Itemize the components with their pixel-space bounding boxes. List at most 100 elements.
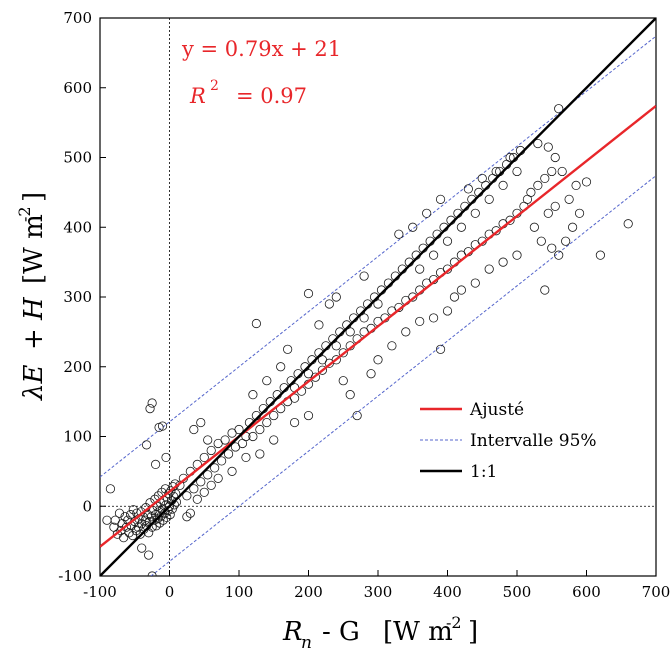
scatter-point [324, 299, 334, 309]
one-to-one-line [100, 18, 656, 576]
x-axis-title-units: [W m [383, 617, 453, 647]
scatter-point [547, 243, 557, 253]
x-tick-label: 200 [294, 583, 323, 601]
y-axis-title-lambda: λE [19, 365, 49, 401]
scatter-point [428, 250, 439, 260]
x-tick-label: 500 [503, 583, 532, 601]
zero-reference-lines [100, 18, 656, 576]
y-tick-label: 300 [63, 288, 92, 306]
equation-annotation: y = 0.79x + 21 [181, 37, 341, 61]
legend-label-fit: Ajusté [469, 400, 524, 420]
y-axis-title-plus: + [19, 328, 49, 350]
scatter-point [359, 271, 369, 281]
scatter-point [128, 530, 138, 541]
scatter-point [303, 288, 314, 299]
scatter-point [151, 459, 161, 469]
scatter-point [255, 424, 265, 435]
x-axis-title-exp: -2 [446, 613, 462, 632]
scatter-point [595, 250, 606, 260]
x-tick-label: 0 [165, 583, 175, 601]
scatter-point [157, 421, 168, 431]
scatter-point [223, 449, 234, 459]
scatter-point [317, 355, 327, 365]
r2-value: = 0.97 [236, 84, 307, 108]
scatter-point [512, 250, 522, 260]
r2-annotation: R [189, 84, 206, 108]
scatter-point [554, 250, 564, 260]
x-tick-label: 300 [364, 583, 393, 601]
fit-line [100, 104, 656, 548]
scatter-point [156, 511, 166, 521]
scatter-point [145, 403, 155, 414]
scatter-point [189, 484, 199, 494]
scatter-point [153, 514, 163, 524]
scatter-point [276, 362, 286, 372]
scatter-point [623, 219, 633, 229]
scatter-point [196, 417, 206, 428]
scatter-point [512, 166, 522, 177]
scatter-point [182, 512, 192, 522]
scatter-point [387, 341, 397, 351]
scatter-point [114, 508, 125, 518]
scatter-point [352, 410, 362, 421]
scatter-point [415, 264, 425, 274]
scatter-point [401, 327, 411, 337]
scatter-point [241, 452, 251, 463]
scatter-point [435, 194, 446, 204]
y-axis-title-close: ] [19, 192, 49, 202]
scatter-point [196, 477, 206, 487]
scatter-point [561, 236, 571, 246]
scatter-point [526, 187, 536, 197]
y-tick-label: 0 [82, 497, 92, 515]
scatter-point [408, 222, 418, 232]
x-axis-title-close: ] [468, 617, 478, 647]
scatter-point [470, 278, 480, 288]
scatter-point [477, 173, 487, 184]
scatter-point [251, 318, 261, 329]
scatter-point [564, 194, 574, 204]
scatter-point [581, 177, 592, 187]
scatter-point [146, 512, 157, 522]
scatter-point [220, 435, 230, 445]
scatter-point [505, 152, 515, 163]
scatter-point [289, 417, 300, 428]
x-axis-title-rest: - G [322, 617, 360, 647]
scatter-point [189, 424, 199, 435]
scatter-point [116, 526, 126, 536]
scatter-point [203, 435, 213, 445]
scatter-point [164, 489, 174, 499]
scatter-point [227, 466, 237, 476]
r2-exponent: 2 [210, 78, 219, 94]
scatter-point [120, 512, 130, 522]
y-tick-label: 600 [63, 79, 92, 97]
y-tick-label: 200 [63, 358, 92, 376]
scatter-point [303, 369, 314, 379]
scatter-point [206, 445, 216, 456]
scatter-point [338, 348, 348, 358]
x-tick-label: 600 [572, 583, 601, 601]
scatter-point [359, 313, 369, 323]
scatter-point [165, 510, 175, 520]
y-tick-label: 700 [63, 9, 92, 27]
scatter-point [550, 152, 560, 163]
scatter-point [456, 222, 466, 232]
scatter-point [269, 410, 279, 421]
x-axis-title-sub: n [301, 633, 312, 653]
scatter-point [428, 313, 439, 323]
scatter-point [199, 452, 209, 463]
scatter-point [373, 299, 383, 309]
scatter-point [331, 292, 341, 302]
scatter-point [422, 208, 432, 218]
scatter-point [505, 215, 515, 225]
scatter-point [484, 264, 494, 274]
scatter-point [141, 440, 152, 450]
scatter-point [185, 508, 195, 518]
x-axis-title: R n - G [W m -2 ] [282, 613, 478, 653]
scatter-points [102, 104, 633, 576]
y-tick-label: 500 [63, 149, 92, 167]
scatter-point [408, 292, 418, 302]
scatter-point [158, 515, 168, 525]
ci-lower-line [150, 175, 656, 576]
scatter-point [125, 510, 136, 520]
scatter-point [533, 180, 543, 190]
